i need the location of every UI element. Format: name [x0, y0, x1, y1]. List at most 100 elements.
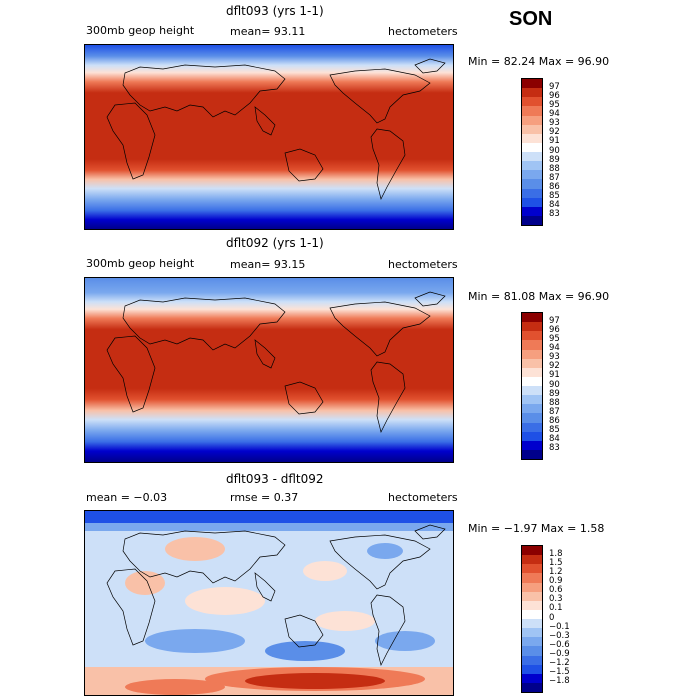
colorbar-label: 89: [549, 154, 560, 165]
panel1-colorbar: [521, 78, 543, 226]
colorbar-label: 1.8: [549, 548, 563, 559]
colorbar-swatch: [522, 152, 542, 162]
colorbar-label: −1.8: [549, 676, 570, 687]
colorbar-swatch: [522, 133, 542, 143]
colorbar-swatch: [522, 322, 542, 332]
colorbar-swatch: [522, 655, 542, 665]
colorbar-swatch: [522, 646, 542, 656]
colorbar-swatch: [522, 376, 542, 386]
colorbar-swatch: [522, 582, 542, 592]
panel1-mean: mean= 93.11: [230, 25, 306, 38]
colorbar-label: 86: [549, 416, 560, 426]
colorbar-swatch: [522, 367, 542, 377]
colorbar-label: 1.5: [549, 557, 563, 568]
panel2-map-svg: [85, 278, 453, 462]
colorbar-label: 89: [549, 388, 560, 399]
colorbar-label: 92: [549, 361, 560, 372]
colorbar-swatch: [522, 546, 542, 556]
colorbar-swatch: [522, 197, 542, 207]
panel2-minmax: Min = 81.08 Max = 96.90: [468, 290, 610, 303]
colorbar-label: −0.9: [549, 649, 570, 659]
panel3-units: hectometers: [388, 491, 458, 504]
colorbar-label: 83: [549, 443, 560, 454]
panel2-units: hectometers: [388, 258, 458, 271]
panel3-map-svg: [85, 511, 453, 695]
colorbar-swatch: [522, 142, 542, 152]
colorbar-label: 0.6: [549, 585, 563, 596]
colorbar-swatch: [522, 161, 542, 171]
panel3-rmse: rmse = 0.37: [230, 491, 299, 504]
colorbar-swatch: [522, 188, 542, 198]
colorbar-label: 94: [549, 343, 560, 353]
colorbar-label: 88: [549, 397, 560, 408]
colorbar-swatch: [522, 664, 542, 674]
panel2-title: dflt092 (yrs 1-1): [226, 236, 324, 250]
colorbar-label: −1.5: [549, 667, 570, 678]
colorbar-swatch: [522, 97, 542, 107]
panel1-map-svg: [85, 45, 453, 229]
panel2-mean: mean= 93.15: [230, 258, 306, 271]
colorbar-label: 1.2: [549, 566, 563, 577]
colorbar-swatch: [522, 115, 542, 125]
colorbar-swatch: [522, 682, 542, 692]
colorbar-swatch: [522, 564, 542, 574]
colorbar-swatch: [522, 340, 542, 350]
colorbar-swatch: [522, 106, 542, 116]
colorbar-label: 0.3: [549, 594, 563, 605]
panel2-variable: 300mb geop height: [86, 257, 195, 270]
colorbar-swatch: [522, 413, 542, 423]
colorbar-swatch: [522, 431, 542, 441]
colorbar-label: 90: [549, 145, 560, 156]
colorbar-label: 84: [549, 434, 560, 445]
colorbar-label: 97: [549, 81, 560, 92]
colorbar-label: −0.6: [549, 639, 570, 650]
panel1-map: [84, 44, 454, 230]
colorbar-label: 97: [549, 315, 560, 326]
panel3-map: [84, 510, 454, 696]
colorbar-swatch: [522, 215, 542, 225]
colorbar-swatch: [522, 331, 542, 341]
colorbar-swatch: [522, 395, 542, 405]
colorbar-label: 0.1: [549, 603, 563, 614]
colorbar-swatch: [522, 440, 542, 450]
panel2-colorbar: [521, 312, 543, 460]
colorbar-label: 85: [549, 425, 560, 436]
colorbar-label: 85: [549, 191, 560, 202]
colorbar-label: 93: [549, 118, 560, 129]
colorbar-swatch: [522, 386, 542, 396]
colorbar-swatch: [522, 628, 542, 638]
colorbar-label: 91: [549, 136, 560, 147]
colorbar-label: −0.1: [549, 621, 570, 632]
colorbar-swatch: [522, 206, 542, 216]
colorbar-swatch: [522, 170, 542, 180]
panel1-units: hectometers: [388, 25, 458, 38]
colorbar-swatch: [522, 600, 542, 610]
season-label: SON: [509, 8, 553, 30]
colorbar-label: 0: [549, 612, 555, 623]
colorbar-swatch: [522, 573, 542, 583]
panel3-minmax: Min = −1.97 Max = 1.58: [468, 522, 605, 535]
colorbar-swatch: [522, 449, 542, 459]
colorbar-label: 88: [549, 163, 560, 174]
panel2-map: [84, 277, 454, 463]
colorbar-swatch: [522, 673, 542, 683]
colorbar-label: 94: [549, 109, 560, 119]
colorbar-label: 93: [549, 352, 560, 363]
colorbar-swatch: [522, 349, 542, 359]
colorbar-label: −0.3: [549, 630, 570, 641]
colorbar-label: 92: [549, 127, 560, 138]
colorbar-swatch: [522, 555, 542, 565]
panel3-mean: mean = −0.03: [86, 491, 168, 504]
colorbar-label: −1.2: [549, 658, 570, 669]
colorbar-swatch: [522, 404, 542, 414]
panel1-title: dflt093 (yrs 1-1): [226, 4, 324, 18]
colorbar-label: 0.9: [549, 576, 563, 586]
colorbar-label: 90: [549, 379, 560, 390]
colorbar-swatch: [522, 609, 542, 619]
colorbar-label: 83: [549, 209, 560, 220]
colorbar-label: 96: [549, 324, 560, 335]
colorbar-swatch: [522, 619, 542, 629]
colorbar-swatch: [522, 591, 542, 601]
colorbar-swatch: [522, 637, 542, 647]
colorbar-swatch: [522, 124, 542, 134]
